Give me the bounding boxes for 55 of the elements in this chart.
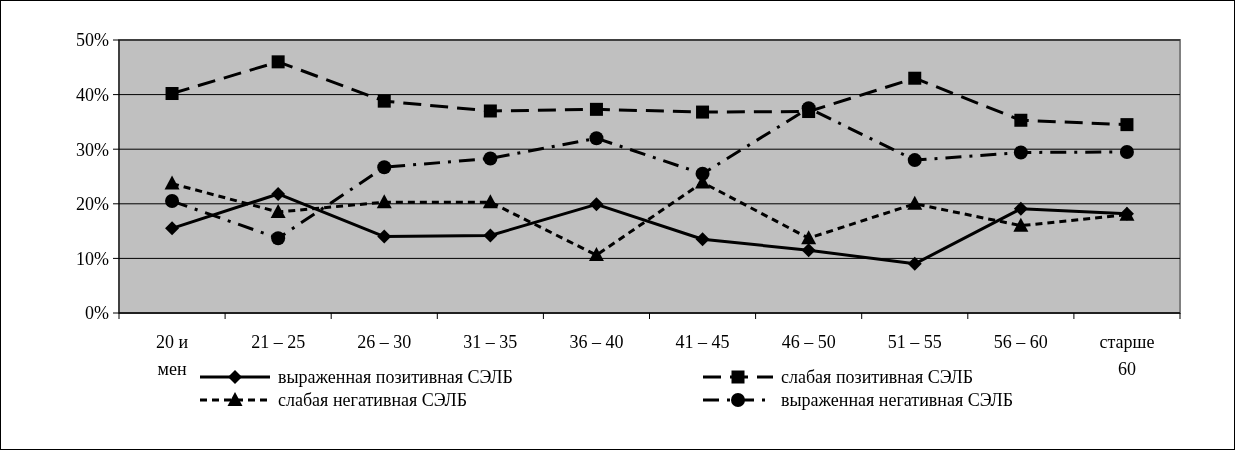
point xyxy=(588,247,604,262)
point xyxy=(483,228,498,243)
point xyxy=(1120,118,1134,132)
x-tick-label: 20 и мен xyxy=(155,332,189,379)
point xyxy=(164,175,180,190)
point xyxy=(270,203,286,218)
point xyxy=(482,194,498,209)
point xyxy=(376,194,392,209)
point xyxy=(907,195,923,210)
point xyxy=(165,194,180,209)
x-tick-label: 41 – 45 xyxy=(675,332,730,352)
y-tick-label: 50% xyxy=(76,30,109,51)
point xyxy=(802,105,816,119)
point xyxy=(589,102,603,116)
point xyxy=(271,231,286,246)
legend-label: выраженная позитивная СЭЛБ xyxy=(278,367,513,388)
legend-label: выраженная негативная СЭЛБ xyxy=(781,390,1014,411)
point xyxy=(801,243,816,258)
y-tick-label: 40% xyxy=(76,84,109,105)
point xyxy=(483,151,498,166)
point xyxy=(1013,145,1028,160)
legend-label: слабая негативная СЭЛБ xyxy=(278,390,468,411)
point xyxy=(696,105,710,119)
y-tick-label: 30% xyxy=(76,139,109,160)
point xyxy=(377,160,392,175)
point xyxy=(589,131,604,146)
point xyxy=(589,197,604,212)
point xyxy=(1014,113,1028,127)
y-tick-label: 0% xyxy=(85,303,109,324)
point xyxy=(908,71,922,85)
point xyxy=(1013,201,1028,216)
y-tick-label: 10% xyxy=(76,248,109,269)
x-tick-label: 36 – 40 xyxy=(569,332,624,352)
point xyxy=(271,55,285,69)
x-tick-label: старше 60 xyxy=(1099,332,1155,379)
point xyxy=(483,104,497,118)
x-tick-label: 21 – 25 xyxy=(251,332,306,352)
point xyxy=(377,94,391,108)
point xyxy=(165,221,180,236)
point xyxy=(1013,217,1029,232)
legend-label: слабая позитивная СЭЛБ xyxy=(781,367,973,388)
x-tick-label: 31 – 35 xyxy=(463,332,518,352)
point xyxy=(907,153,922,168)
x-tick-label: 46 – 50 xyxy=(781,332,836,352)
x-tick-label: 51 – 55 xyxy=(887,332,942,352)
point xyxy=(165,87,179,101)
x-tick-label: 26 – 30 xyxy=(357,332,412,352)
point xyxy=(1119,144,1134,159)
point xyxy=(801,230,817,245)
point xyxy=(377,229,392,244)
x-tick-label: 56 – 60 xyxy=(993,332,1048,352)
point xyxy=(271,186,286,201)
point xyxy=(907,256,922,271)
point xyxy=(695,232,710,247)
y-tick-label: 20% xyxy=(76,194,109,215)
